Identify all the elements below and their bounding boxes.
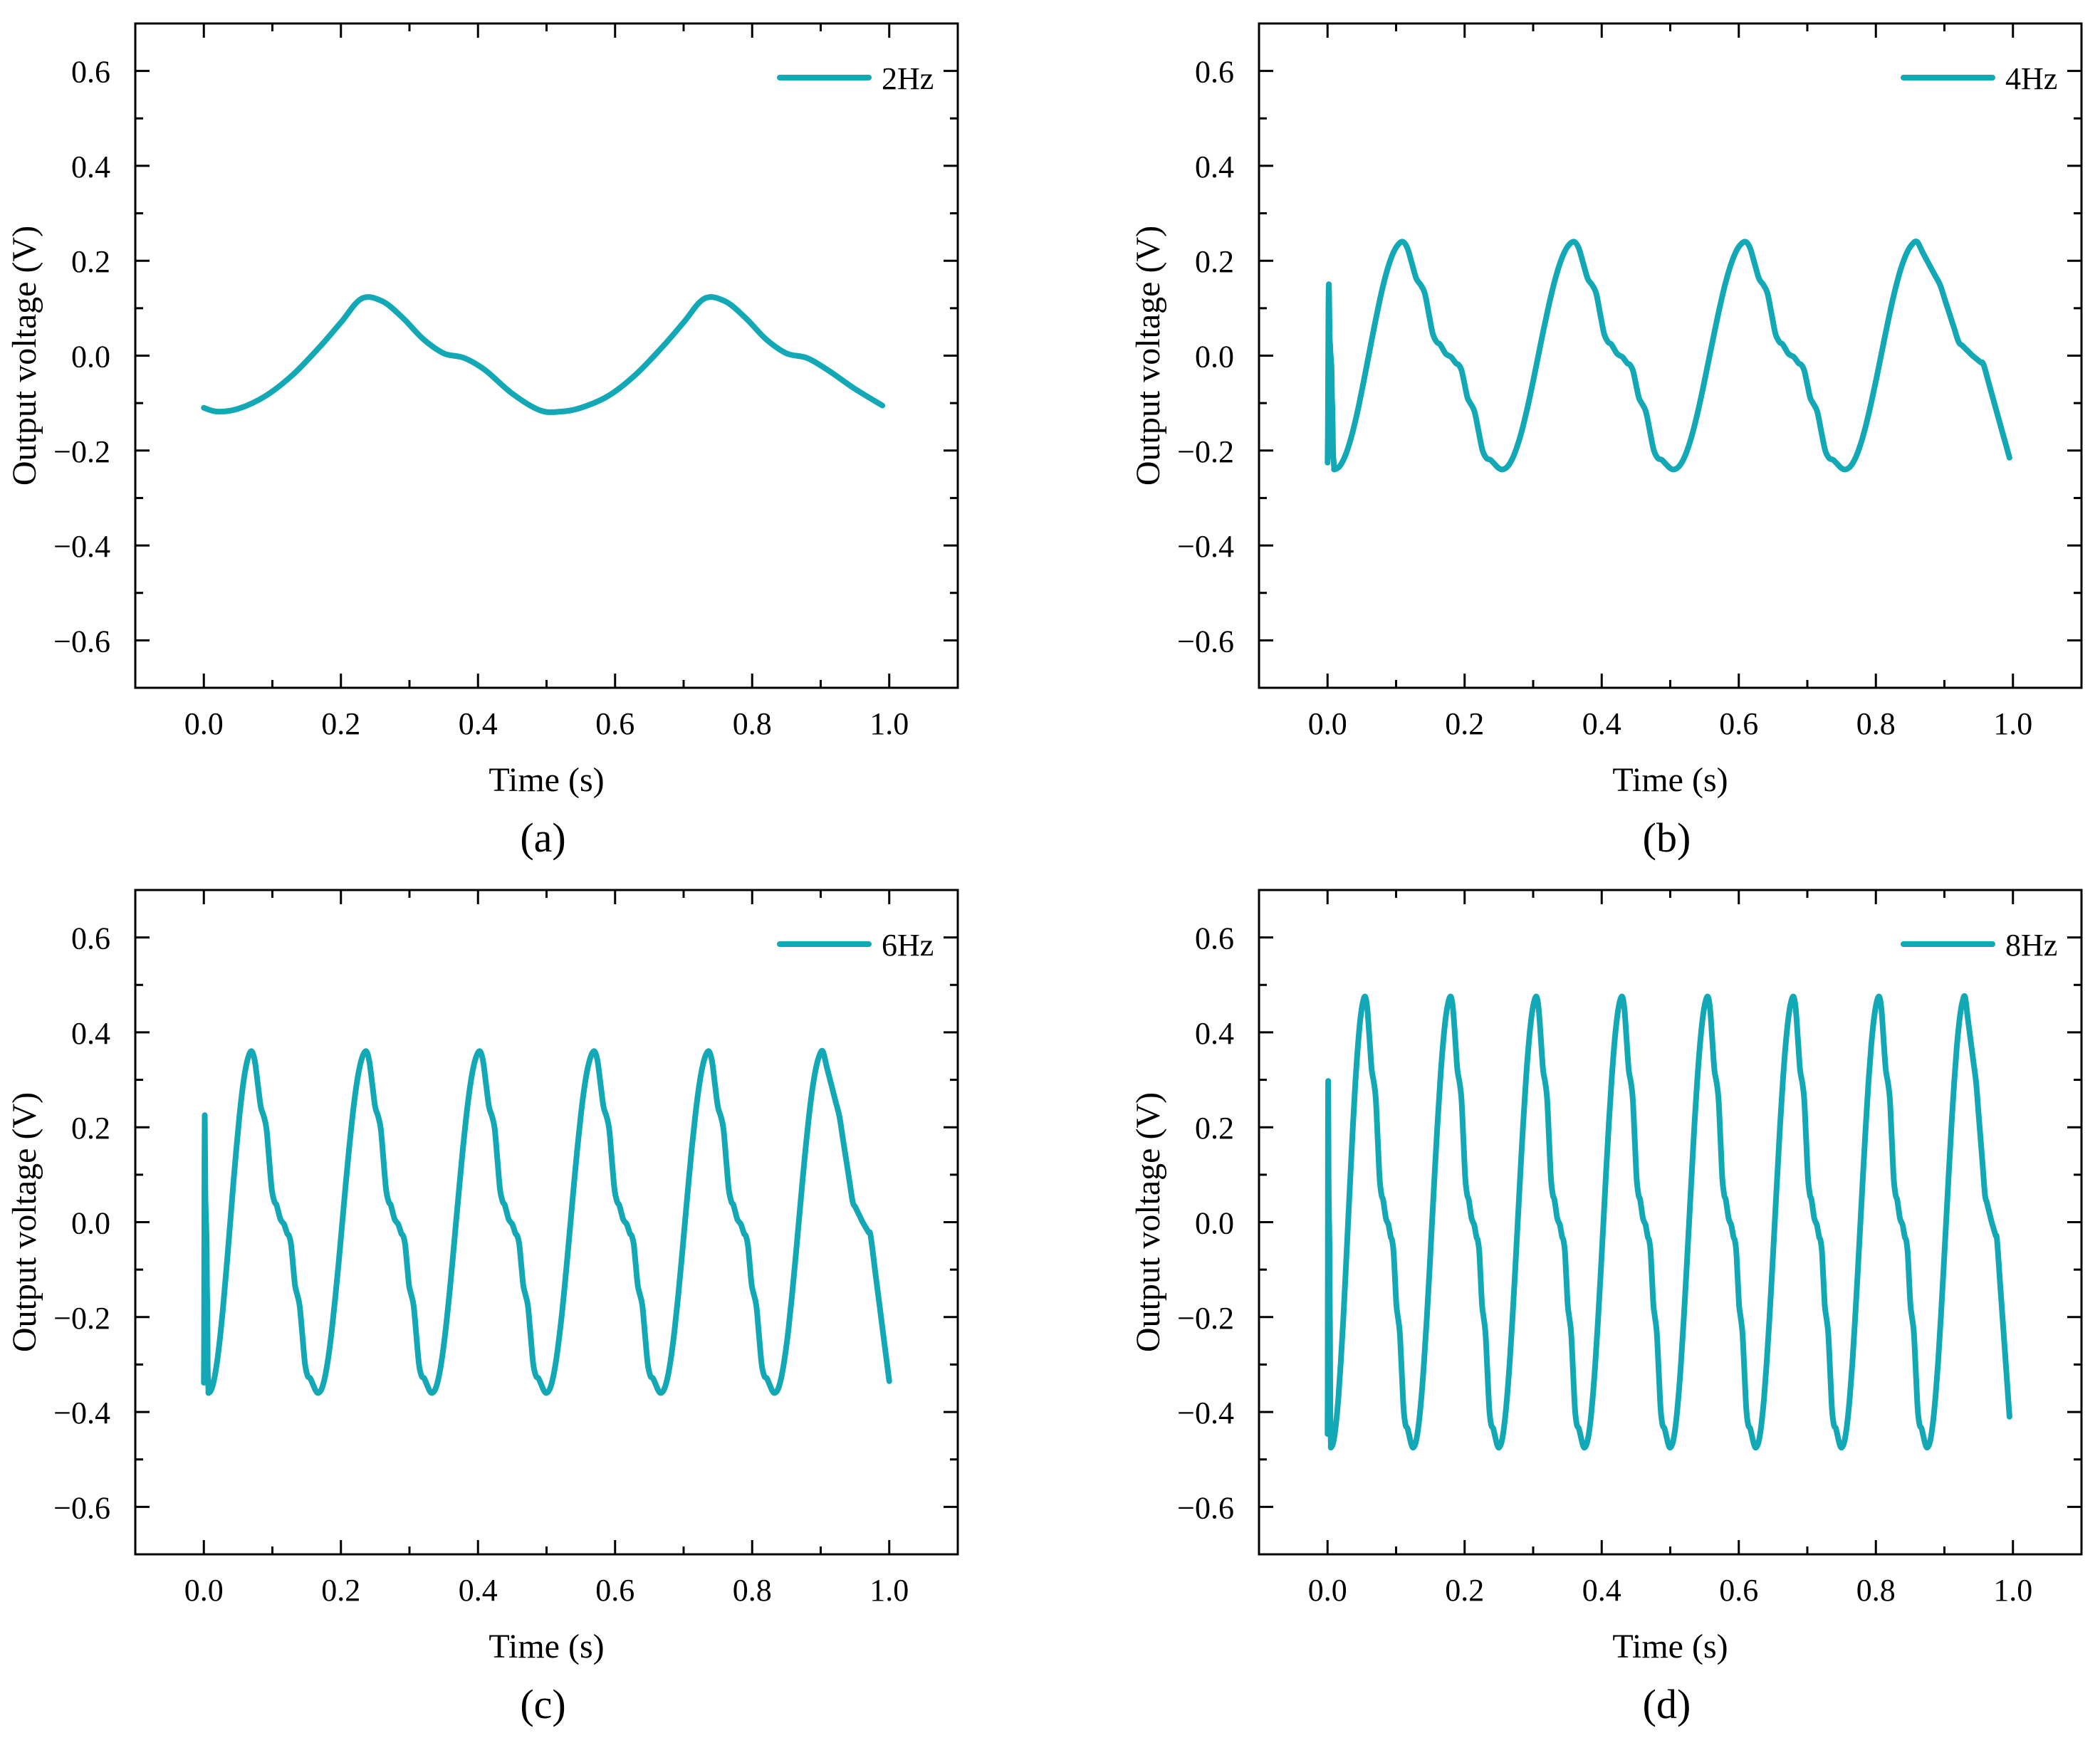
x-tick-label: 1.0 — [869, 1573, 909, 1608]
y-tick-label: −0.2 — [1177, 1301, 1234, 1336]
y-tick-label: −0.2 — [53, 434, 110, 469]
y-tick-label: 0.4 — [1195, 1016, 1234, 1051]
y-axis-label: Output voltage (V) — [6, 226, 43, 486]
panel-label: (b) — [1643, 815, 1691, 861]
x-tick-label: 0.4 — [1582, 1573, 1621, 1608]
y-tick-label: 0.0 — [71, 340, 110, 375]
x-tick-label: 0.8 — [733, 706, 772, 741]
x-tick-label: 1.0 — [1993, 1573, 2032, 1608]
x-tick-label: 0.6 — [1719, 706, 1758, 741]
y-tick-label: 0.4 — [1195, 150, 1234, 184]
chart-panel-c: −0.6 −0.4 −0.2 0.0 0.2 0.4 0.6 0.0 0.2 0.4 0.6 0.8 1… — [6, 889, 959, 1727]
y-tick-label: 0.4 — [71, 1016, 110, 1051]
panels: −0.6 −0.4 −0.2 0.0 0.2 0.4 0.6 0.0 0.2 0.4 0.6 0.8 1… — [6, 22, 2083, 1727]
chart-panel-d: −0.6 −0.4 −0.2 0.0 0.2 0.4 0.6 0.0 0.2 0.4 0.6 0.8 1… — [1129, 889, 2083, 1727]
y-tick-label: −0.6 — [1177, 624, 1234, 659]
x-tick-label: 0.0 — [1308, 1573, 1347, 1608]
series-line-8hz — [1325, 993, 2012, 1451]
y-tick-label: −0.2 — [53, 1301, 110, 1336]
y-tick-label: 0.0 — [1195, 340, 1234, 375]
y-tick-label: −0.6 — [53, 624, 110, 659]
y-tick-label: −0.4 — [53, 529, 110, 564]
x-tick-label: 0.8 — [733, 1573, 772, 1608]
x-tick-label: 0.2 — [321, 706, 360, 741]
x-tick-label: 0.2 — [1445, 1573, 1484, 1608]
x-axis-label: Time (s) — [489, 1628, 604, 1665]
chart-panel-a: −0.6 −0.4 −0.2 0.0 0.2 0.4 0.6 0.0 0.2 0.4 0.6 0.8 1… — [6, 22, 959, 861]
y-tick-label: −0.4 — [1177, 1396, 1234, 1430]
panel-label: (c) — [520, 1681, 565, 1727]
x-tick-label: 0.6 — [595, 706, 634, 741]
y-axis-label: Output voltage (V) — [6, 1092, 43, 1352]
y-tick-label: 0.2 — [1195, 1111, 1234, 1146]
y-tick-label: −0.6 — [1177, 1490, 1234, 1525]
x-axis-label: Time (s) — [1612, 1628, 1728, 1665]
series-line-6hz — [201, 1047, 892, 1396]
chart-panel-b: −0.6 −0.4 −0.2 0.0 0.2 0.4 0.6 0.0 0.2 0.4 0.6 0.8 1… — [1129, 22, 2083, 861]
panel-label: (d) — [1643, 1681, 1691, 1727]
y-tick-label: −0.2 — [1177, 434, 1234, 469]
y-tick-label: 0.0 — [1195, 1206, 1234, 1241]
series-line-2hz — [201, 294, 886, 415]
x-tick-label: 0.0 — [184, 706, 224, 741]
legend-label: 4Hz — [2005, 61, 2057, 96]
y-tick-label: −0.4 — [1177, 529, 1234, 564]
y-tick-label: 0.6 — [71, 921, 110, 956]
y-tick-label: 0.6 — [1195, 921, 1234, 956]
y-axis-label: Output voltage (V) — [1129, 226, 1167, 486]
x-tick-label: 0.2 — [1445, 706, 1484, 741]
y-tick-label: −0.4 — [53, 1396, 110, 1430]
x-tick-label: 0.6 — [595, 1573, 634, 1608]
y-tick-label: 0.6 — [71, 55, 110, 90]
panel-label: (a) — [520, 815, 565, 861]
series-line-4hz — [1325, 239, 2012, 473]
y-tick-label: 0.2 — [71, 1111, 110, 1146]
legend-label: 2Hz — [882, 61, 934, 96]
x-tick-label: 0.0 — [184, 1573, 224, 1608]
x-tick-label: 0.8 — [1856, 706, 1896, 741]
x-tick-label: 1.0 — [869, 706, 909, 741]
x-tick-label: 1.0 — [1993, 706, 2032, 741]
x-tick-label: 0.6 — [1719, 1573, 1758, 1608]
y-tick-label: 0.4 — [71, 150, 110, 184]
legend-label: 6Hz — [882, 928, 934, 963]
y-tick-label: 0.0 — [71, 1206, 110, 1241]
y-tick-label: 0.2 — [71, 244, 110, 279]
x-tick-label: 0.2 — [321, 1573, 360, 1608]
x-tick-label: 0.4 — [1582, 706, 1621, 741]
x-tick-label: 0.4 — [459, 706, 498, 741]
x-axis-label: Time (s) — [1612, 761, 1728, 799]
y-tick-label: −0.6 — [53, 1490, 110, 1525]
x-tick-label: 0.8 — [1856, 1573, 1896, 1608]
y-axis-label: Output voltage (V) — [1129, 1092, 1167, 1352]
x-axis-label: Time (s) — [489, 761, 604, 799]
y-tick-label: 0.2 — [1195, 244, 1234, 279]
x-tick-label: 0.4 — [459, 1573, 498, 1608]
x-tick-label: 0.0 — [1308, 706, 1347, 741]
legend-label: 8Hz — [2005, 928, 2057, 963]
y-tick-label: 0.6 — [1195, 55, 1234, 90]
